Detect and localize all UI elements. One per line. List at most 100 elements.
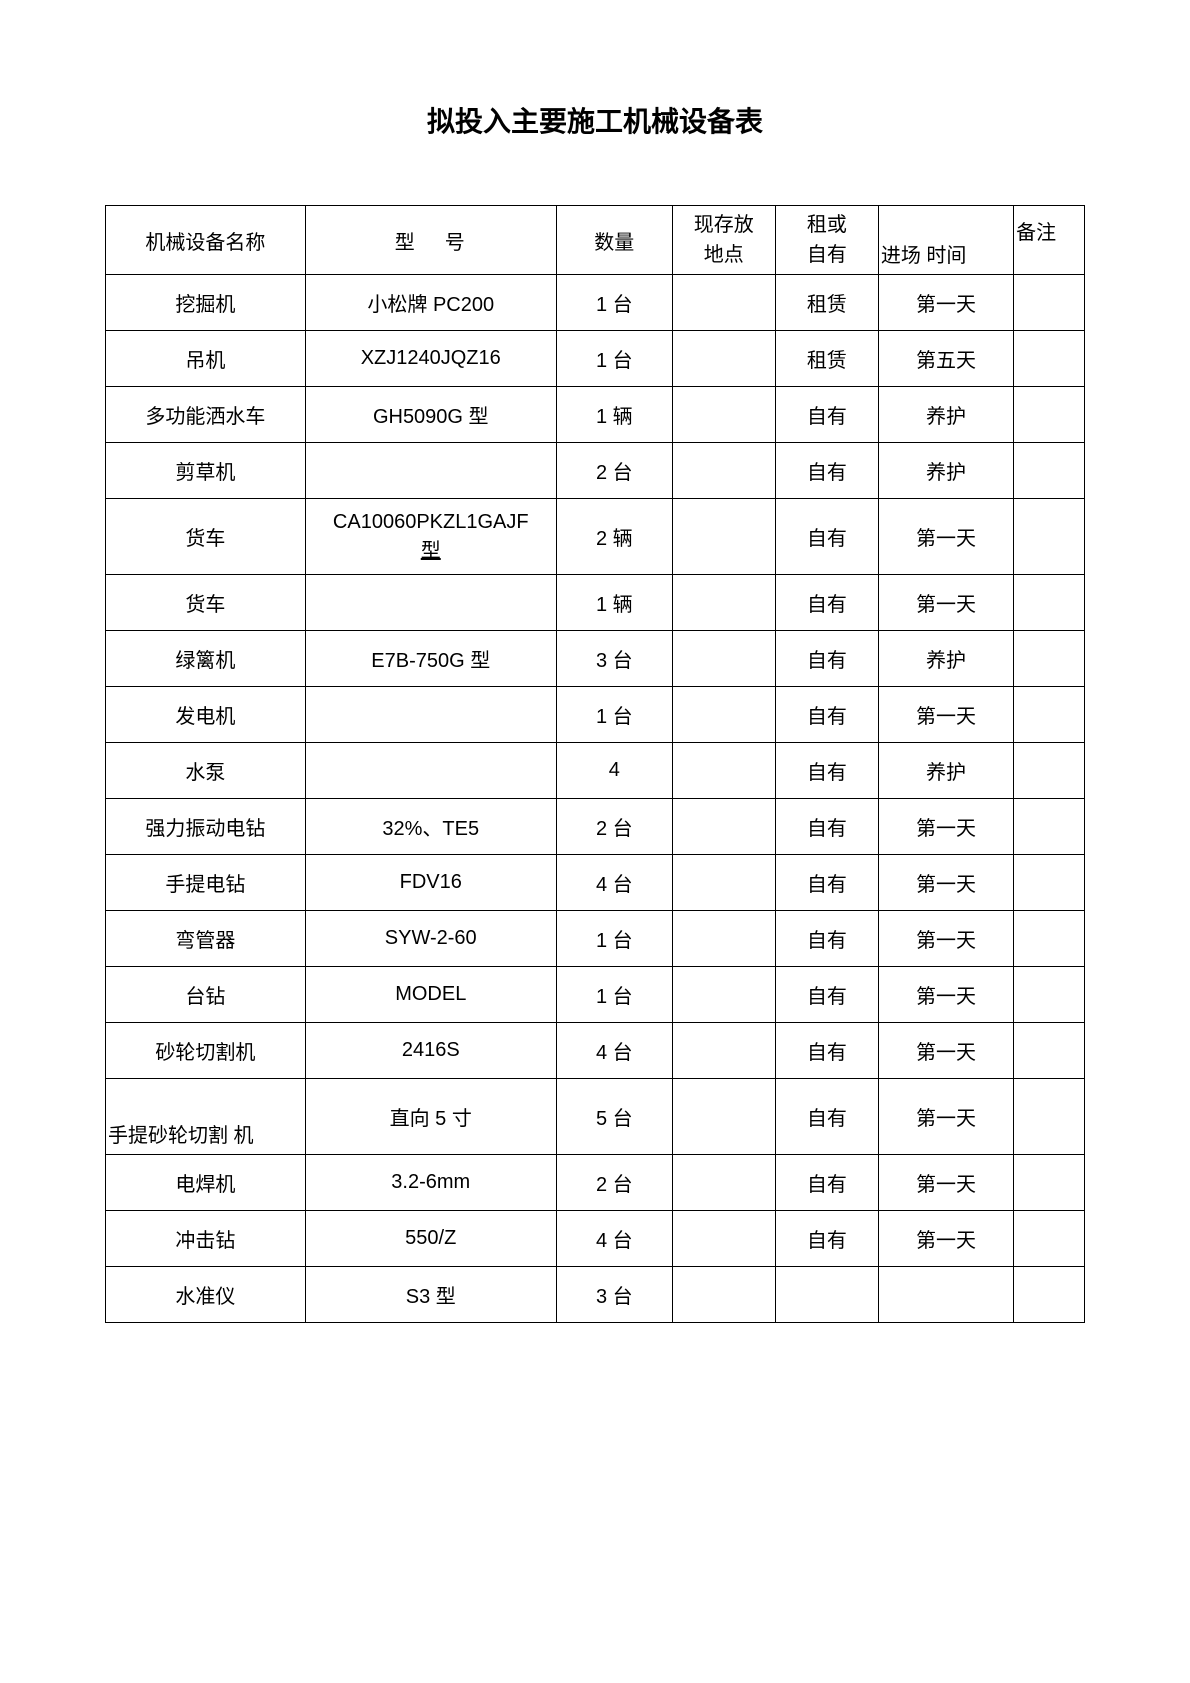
cell-location bbox=[672, 743, 775, 799]
cell-notes bbox=[1014, 1155, 1085, 1211]
cell-qty: 2 台 bbox=[556, 443, 672, 499]
cell-name: 弯管器 bbox=[106, 911, 306, 967]
cell-time: 第一天 bbox=[878, 575, 1013, 631]
cell-model: 550/Z bbox=[305, 1211, 556, 1267]
cell-model: MODEL bbox=[305, 967, 556, 1023]
cell-name: 手提电钻 bbox=[106, 855, 306, 911]
cell-qty: 1 台 bbox=[556, 687, 672, 743]
cell-notes bbox=[1014, 855, 1085, 911]
cell-location bbox=[672, 855, 775, 911]
table-body: 挖掘机小松牌 PC2001 台租赁第一天吊机XZJ1240JQZ161 台租赁第… bbox=[106, 275, 1085, 1323]
cell-model bbox=[305, 575, 556, 631]
cell-notes bbox=[1014, 743, 1085, 799]
cell-location bbox=[672, 275, 775, 331]
cell-notes bbox=[1014, 911, 1085, 967]
cell-qty: 3 台 bbox=[556, 631, 672, 687]
cell-ownership: 自有 bbox=[775, 687, 878, 743]
cell-qty: 2 台 bbox=[556, 1155, 672, 1211]
table-row: 挖掘机小松牌 PC2001 台租赁第一天 bbox=[106, 275, 1085, 331]
cell-location bbox=[672, 911, 775, 967]
cell-time: 养护 bbox=[878, 387, 1013, 443]
cell-name: 水准仪 bbox=[106, 1267, 306, 1323]
table-row: 手提电钻FDV164 台自有第一天 bbox=[106, 855, 1085, 911]
cell-name: 货车 bbox=[106, 499, 306, 575]
cell-location bbox=[672, 331, 775, 387]
cell-ownership: 自有 bbox=[775, 799, 878, 855]
cell-notes bbox=[1014, 443, 1085, 499]
cell-ownership bbox=[775, 1267, 878, 1323]
cell-notes bbox=[1014, 687, 1085, 743]
cell-location bbox=[672, 631, 775, 687]
cell-name: 水泵 bbox=[106, 743, 306, 799]
cell-name: 吊机 bbox=[106, 331, 306, 387]
cell-location bbox=[672, 1211, 775, 1267]
cell-qty: 3 台 bbox=[556, 1267, 672, 1323]
table-row: 手提砂轮切割 机直向 5 寸5 台自有第一天 bbox=[106, 1079, 1085, 1155]
cell-time: 第一天 bbox=[878, 1155, 1013, 1211]
cell-time: 第一天 bbox=[878, 275, 1013, 331]
cell-model: GH5090G 型 bbox=[305, 387, 556, 443]
cell-model: E7B-750G 型 bbox=[305, 631, 556, 687]
cell-name: 挖掘机 bbox=[106, 275, 306, 331]
cell-model bbox=[305, 743, 556, 799]
cell-name: 强力振动电钻 bbox=[106, 799, 306, 855]
cell-location bbox=[672, 575, 775, 631]
cell-time: 第一天 bbox=[878, 1079, 1013, 1155]
cell-ownership: 自有 bbox=[775, 631, 878, 687]
cell-location bbox=[672, 499, 775, 575]
cell-ownership: 自有 bbox=[775, 1155, 878, 1211]
cell-name: 手提砂轮切割 机 bbox=[106, 1079, 306, 1155]
cell-qty: 1 辆 bbox=[556, 387, 672, 443]
cell-notes bbox=[1014, 1211, 1085, 1267]
cell-location bbox=[672, 687, 775, 743]
cell-ownership: 自有 bbox=[775, 1211, 878, 1267]
table-row: 吊机XZJ1240JQZ161 台租赁第五天 bbox=[106, 331, 1085, 387]
table-row: 货车CA10060PKZL1GAJF型2 辆自有第一天 bbox=[106, 499, 1085, 575]
header-ownership-line1: 租或 bbox=[807, 214, 847, 236]
table-row: 多功能洒水车GH5090G 型1 辆自有养护 bbox=[106, 387, 1085, 443]
cell-model: FDV16 bbox=[305, 855, 556, 911]
table-row: 电焊机3.2-6mm2 台自有第一天 bbox=[106, 1155, 1085, 1211]
cell-qty: 4 台 bbox=[556, 1211, 672, 1267]
header-name: 机械设备名称 bbox=[106, 206, 306, 275]
cell-qty: 2 台 bbox=[556, 799, 672, 855]
cell-location bbox=[672, 799, 775, 855]
table-row: 冲击钻550/Z4 台自有第一天 bbox=[106, 1211, 1085, 1267]
header-model: 型号 bbox=[305, 206, 556, 275]
cell-model: 32%、TE5 bbox=[305, 799, 556, 855]
cell-location bbox=[672, 1267, 775, 1323]
cell-model: 3.2-6mm bbox=[305, 1155, 556, 1211]
cell-ownership: 自有 bbox=[775, 743, 878, 799]
table-header-row: 机械设备名称 型号 数量 现存放 地点 租或 自有 进场 时间 备注 bbox=[106, 206, 1085, 275]
cell-qty: 1 台 bbox=[556, 275, 672, 331]
cell-time: 第一天 bbox=[878, 1211, 1013, 1267]
header-time: 进场 时间 bbox=[878, 206, 1013, 275]
cell-name: 货车 bbox=[106, 575, 306, 631]
cell-model bbox=[305, 443, 556, 499]
cell-qty: 4 bbox=[556, 743, 672, 799]
cell-time: 第一天 bbox=[878, 1023, 1013, 1079]
cell-time: 第五天 bbox=[878, 331, 1013, 387]
header-ownership: 租或 自有 bbox=[775, 206, 878, 275]
cell-qty: 5 台 bbox=[556, 1079, 672, 1155]
cell-time: 第一天 bbox=[878, 911, 1013, 967]
cell-qty: 2 辆 bbox=[556, 499, 672, 575]
cell-notes bbox=[1014, 967, 1085, 1023]
header-location-line1: 现存放 bbox=[694, 214, 754, 236]
cell-notes bbox=[1014, 1079, 1085, 1155]
cell-time: 第一天 bbox=[878, 799, 1013, 855]
cell-ownership: 自有 bbox=[775, 387, 878, 443]
cell-qty: 1 辆 bbox=[556, 575, 672, 631]
cell-qty: 1 台 bbox=[556, 911, 672, 967]
table-row: 绿篱机E7B-750G 型3 台自有养护 bbox=[106, 631, 1085, 687]
cell-name: 剪草机 bbox=[106, 443, 306, 499]
cell-ownership: 自有 bbox=[775, 575, 878, 631]
equipment-table: 机械设备名称 型号 数量 现存放 地点 租或 自有 进场 时间 备注 挖掘机小松… bbox=[105, 205, 1085, 1323]
table-row: 强力振动电钻32%、TE52 台 自有第一天 bbox=[106, 799, 1085, 855]
cell-notes bbox=[1014, 275, 1085, 331]
cell-location bbox=[672, 1079, 775, 1155]
cell-notes bbox=[1014, 499, 1085, 575]
cell-ownership: 租赁 bbox=[775, 275, 878, 331]
cell-ownership: 自有 bbox=[775, 855, 878, 911]
cell-time: 第一天 bbox=[878, 499, 1013, 575]
